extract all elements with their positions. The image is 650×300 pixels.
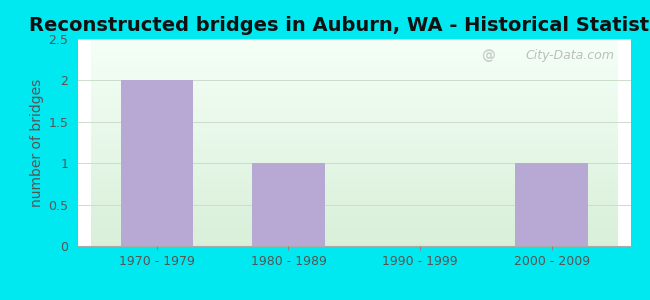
Bar	[252, 163, 324, 246]
Title: Reconstructed bridges in Auburn, WA - Historical Statistics: Reconstructed bridges in Auburn, WA - Hi…	[29, 16, 650, 35]
Y-axis label: number of bridges: number of bridges	[30, 78, 44, 207]
Text: @: @	[481, 49, 495, 63]
Text: City-Data.com: City-Data.com	[525, 49, 614, 62]
Bar	[121, 80, 193, 246]
Bar	[515, 163, 588, 246]
